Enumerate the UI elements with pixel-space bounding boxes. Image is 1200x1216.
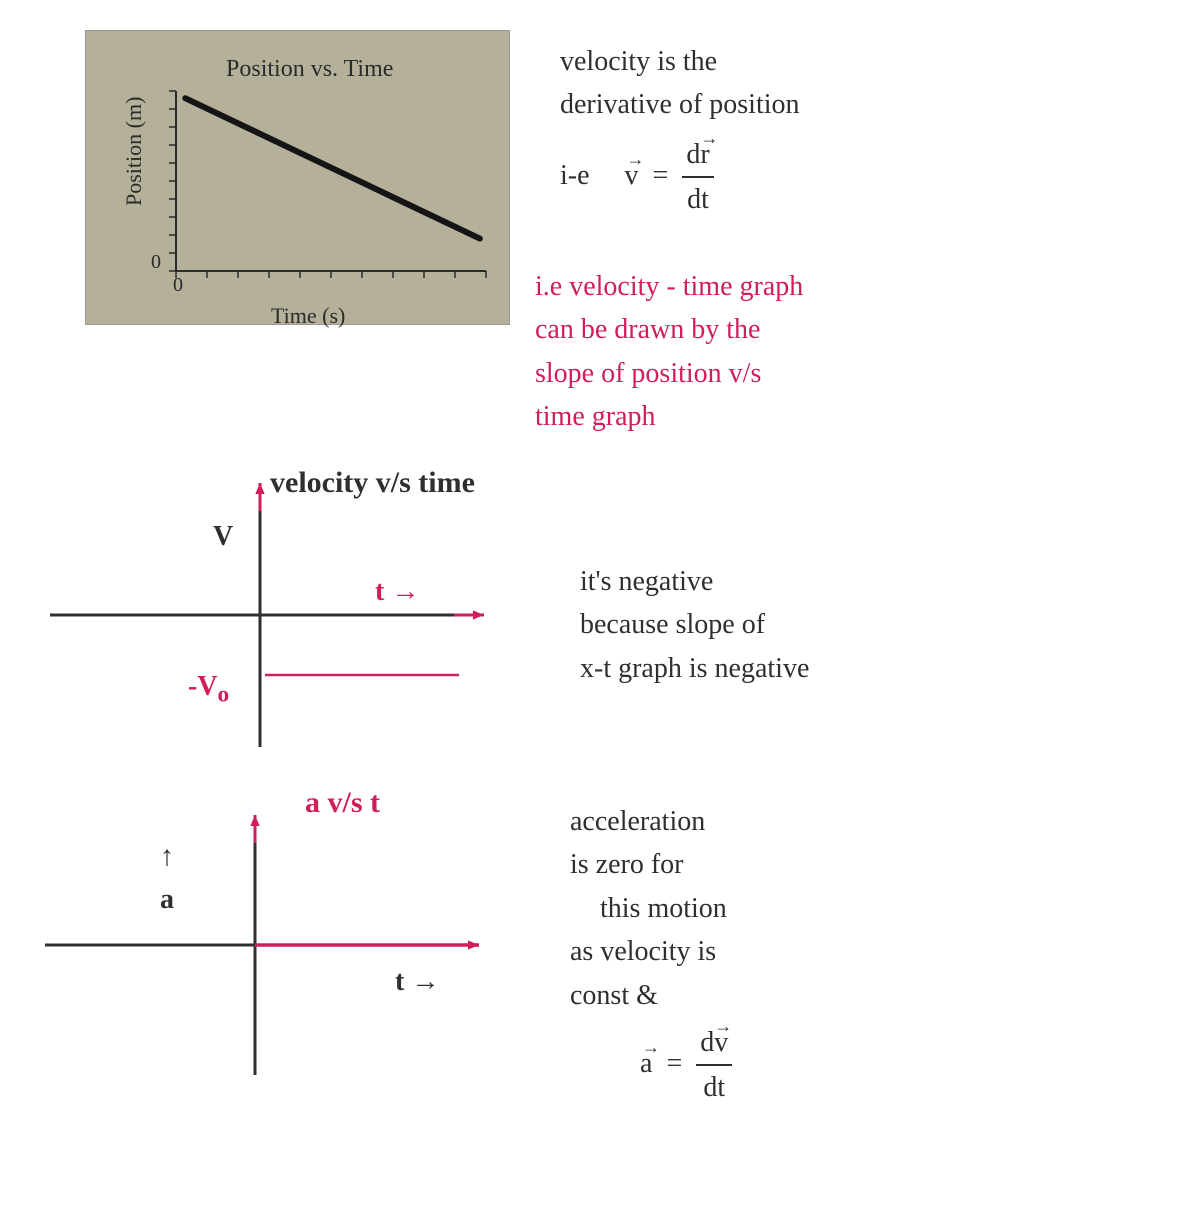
- note-line: velocity is the: [560, 40, 1120, 83]
- vector-v-icon: v→: [625, 154, 639, 197]
- note-vt-negative: it's negative because slope of x-t graph…: [580, 560, 1100, 690]
- equals-sign: =: [646, 160, 676, 191]
- note-line: as velocity is: [570, 930, 1090, 973]
- note-line: because slope of: [580, 603, 1100, 646]
- note-velocity-definition: velocity is the derivative of position i…: [560, 40, 1120, 222]
- note-line: time graph: [535, 395, 1125, 438]
- eq-den: dt: [696, 1066, 732, 1109]
- note-prefix: i-e: [560, 160, 590, 191]
- eq-den: dt: [682, 178, 713, 221]
- note-const: const &: [570, 980, 658, 1011]
- velocity-time-graph: velocity v/s time V t → -Vo: [20, 460, 510, 770]
- fraction: dr→ dt: [682, 133, 713, 222]
- note-line: acceleration: [570, 800, 1090, 843]
- note-line: i-e v→ = dr→ dt: [560, 133, 1120, 222]
- pt-svg: [176, 91, 486, 271]
- vector-dv-icon: dv→: [700, 1021, 728, 1064]
- fraction: dv→ dt: [696, 1021, 732, 1110]
- note-line: can be drawn by the: [535, 308, 1125, 351]
- vector-a-icon: a→: [640, 1042, 652, 1085]
- note-line: const &: [570, 974, 1090, 1017]
- note-line: slope of position v/s: [535, 352, 1125, 395]
- position-time-graph: Position vs. Time Position (m) Time (s) …: [131, 56, 486, 301]
- note-line: i.e velocity - time graph: [535, 265, 1125, 308]
- note-at-zero: acceleration is zero for this motion as …: [570, 800, 1090, 1110]
- at-svg: [50, 780, 510, 1110]
- note-vt-from-slope: i.e velocity - time graph can be drawn b…: [535, 265, 1125, 439]
- note-line: is zero for: [570, 843, 1090, 886]
- acceleration-time-graph: a v/s t ↑ a t →: [50, 780, 510, 1110]
- note-line: it's negative: [580, 560, 1100, 603]
- vector-dr-icon: dr→: [686, 133, 709, 176]
- pt-zero-y: 0: [151, 251, 161, 274]
- note-line: x-t graph is negative: [580, 647, 1100, 690]
- vt-svg: [20, 460, 510, 770]
- note-line: this motion: [570, 887, 1090, 930]
- pt-ylabel: Position (m): [121, 97, 147, 206]
- note-line: derivative of position: [560, 83, 1120, 126]
- equals-sign: =: [659, 1048, 689, 1079]
- pt-zero-x: 0: [173, 274, 183, 297]
- note-line: a→ = dv→ dt: [570, 1021, 1090, 1110]
- pt-xlabel: Time (s): [271, 303, 345, 329]
- pt-title: Position vs. Time: [226, 56, 393, 83]
- position-time-panel: Position vs. Time Position (m) Time (s) …: [85, 30, 510, 325]
